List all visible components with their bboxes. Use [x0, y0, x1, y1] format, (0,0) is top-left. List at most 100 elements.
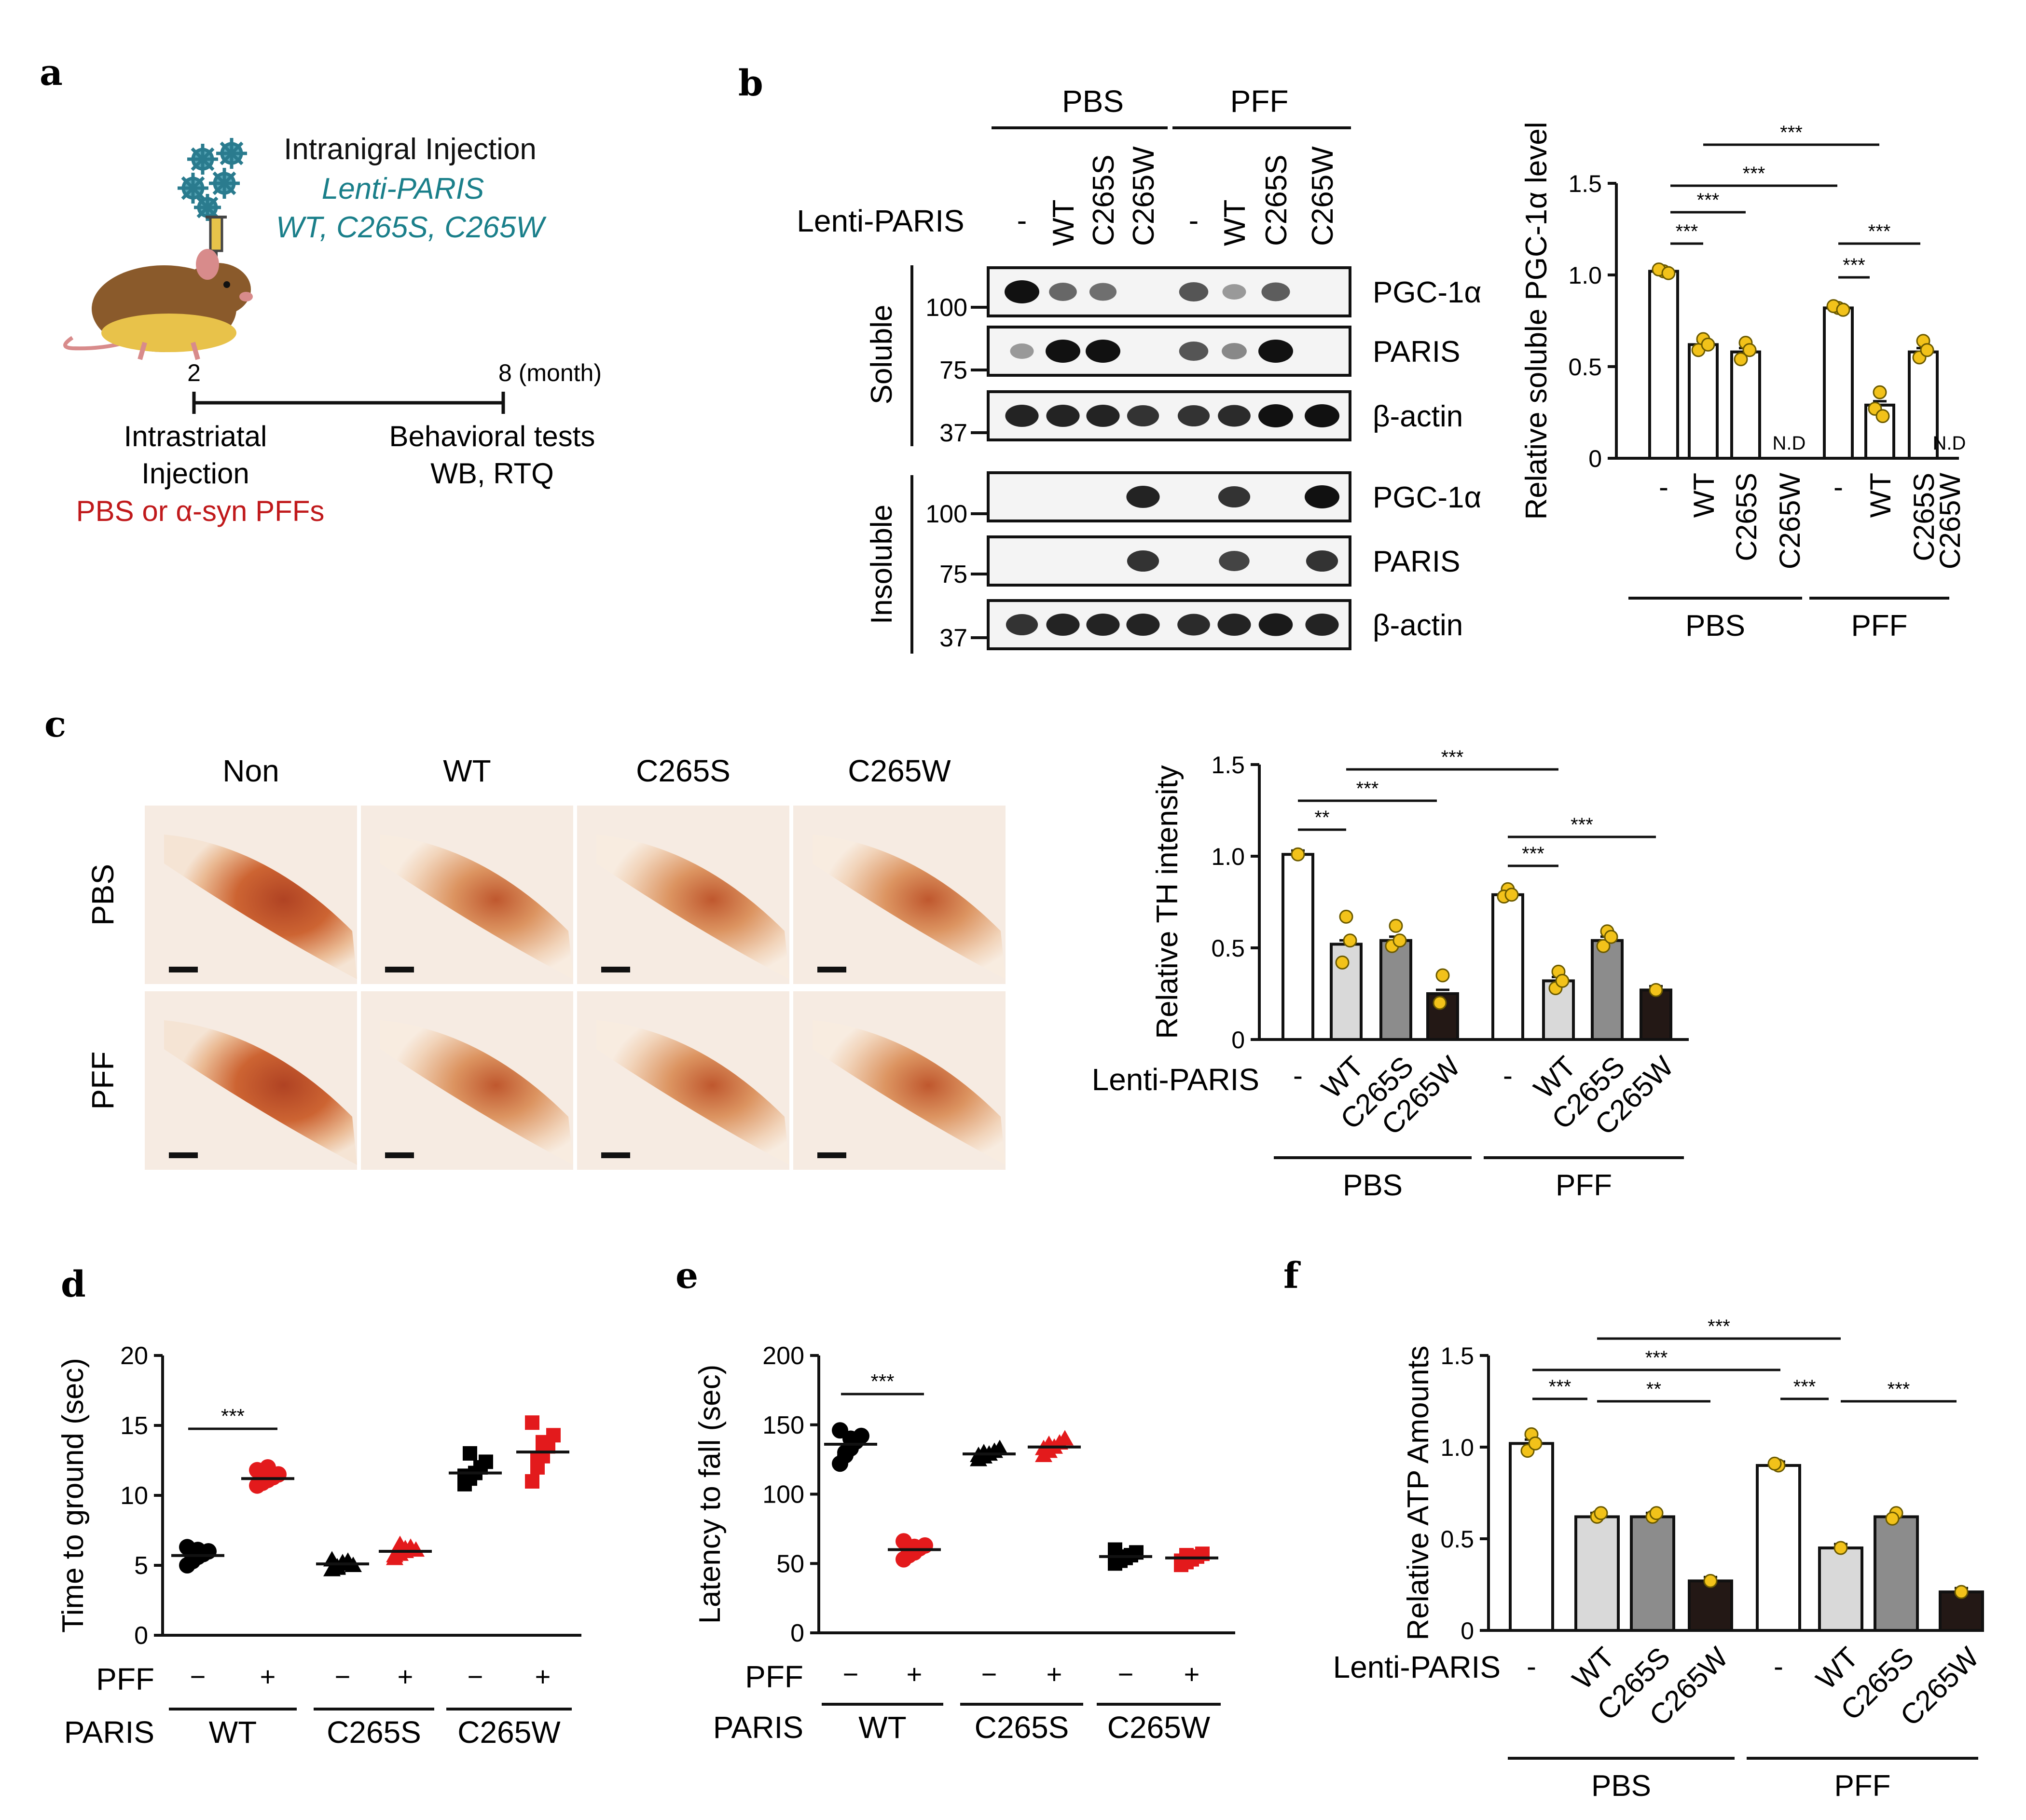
blot-band	[1179, 282, 1209, 301]
data-point	[190, 1542, 206, 1559]
pff-sign: +	[398, 1661, 413, 1692]
blot-protein-label: β-actin	[1373, 400, 1463, 433]
data-point	[1703, 1574, 1718, 1588]
blot-strips: PGC-1α 100 PARIS 75 β-actin 37 PGC-1α 100 PARIS 7…	[925, 266, 1481, 652]
category-label: -	[1774, 1650, 1783, 1683]
mw-marker: 100	[925, 500, 967, 528]
bar	[1818, 1546, 1863, 1632]
data-point	[1873, 385, 1887, 399]
blot-band	[1086, 614, 1120, 636]
row-label-paris: PARIS	[64, 1715, 154, 1750]
significance-label: **	[1314, 807, 1329, 828]
blot-band	[1177, 405, 1210, 426]
blot-band	[1305, 404, 1339, 427]
bar	[1491, 893, 1524, 1041]
data-point	[1335, 955, 1350, 970]
micrograph-column-label: C265S	[636, 753, 730, 788]
pff-sign: +	[260, 1661, 276, 1692]
data-point	[1734, 352, 1748, 367]
blot-band	[1306, 550, 1338, 572]
category-label: -	[1659, 471, 1668, 503]
significance-label: ***	[1868, 221, 1891, 242]
substantia-nigra-stain	[596, 835, 789, 979]
bar	[1756, 1464, 1801, 1632]
y-tick-label: 0.5	[1211, 935, 1245, 962]
data-point	[479, 1454, 493, 1469]
pff-sign: +	[535, 1661, 551, 1692]
y-tick-label: 0	[1588, 445, 1602, 472]
blot-strip	[987, 390, 1351, 441]
bar	[1823, 306, 1854, 460]
bar	[1509, 1442, 1554, 1632]
y-tick-label: 1.0	[1440, 1434, 1474, 1461]
blot-band	[1006, 614, 1038, 635]
data-point	[1604, 930, 1618, 944]
pff-sign: −	[468, 1661, 483, 1692]
blot-band	[1005, 280, 1039, 303]
blot-lane-label: C265W	[1127, 146, 1160, 246]
paris-group-label: WT	[858, 1710, 907, 1745]
data-point	[1392, 933, 1407, 948]
data-point	[1596, 939, 1611, 953]
blot-band	[1049, 283, 1077, 301]
blot-group-pbs: PBS	[1062, 84, 1124, 119]
y-tick-label: 100	[762, 1481, 804, 1509]
blot-protein-label: PARIS	[1373, 545, 1460, 578]
row-label-pff: PFF	[745, 1659, 803, 1694]
data-point	[1920, 343, 1934, 357]
blot-band	[1089, 283, 1117, 301]
chart-b-soluble-pgc1a: 0 0.5 1.0 1.5 Relative soluble PGC-1α level N…	[1520, 122, 1966, 643]
y-tick-label: 0	[790, 1619, 804, 1647]
blot-band	[1218, 405, 1251, 427]
left-label-3: PBS or α-syn PFFs	[76, 495, 325, 527]
pff-sign: +	[1047, 1659, 1062, 1689]
category-label: WT	[1688, 473, 1720, 518]
y-axis-label: Time to ground (sec)	[56, 1358, 90, 1633]
substantia-nigra-stain	[596, 1020, 789, 1165]
nd-label: N.D	[1773, 433, 1806, 454]
y-axis-label: Relative ATP Amounts	[1402, 1345, 1435, 1640]
blot-protein-label: PGC-1α	[1373, 481, 1481, 514]
data-point	[386, 1546, 403, 1562]
bar	[1591, 939, 1624, 1041]
data-point	[1339, 909, 1353, 924]
significance-label: ***	[1441, 747, 1464, 768]
blot-band	[1086, 405, 1120, 427]
lenti-paris-label: Lenti-PARIS	[322, 172, 484, 205]
blot-lane-labels: - WT C265S C265W - WT C265S C265W	[1017, 146, 1339, 246]
mw-marker: 75	[939, 356, 967, 384]
data-point	[334, 1554, 351, 1570]
data-point	[1954, 1585, 1969, 1599]
y-tick-label: 20	[120, 1342, 148, 1370]
y-tick-label: 5	[134, 1552, 148, 1580]
pff-sign: −	[1118, 1659, 1134, 1689]
data-point	[1649, 983, 1663, 997]
data-point	[1435, 968, 1450, 983]
substantia-nigra-stain	[813, 1020, 1006, 1165]
data-point	[1836, 302, 1850, 317]
y-tick-label: 0	[1231, 1026, 1245, 1054]
blot-protein-label: β-actin	[1373, 609, 1463, 642]
bar	[1688, 343, 1719, 460]
significance-label: ***	[1697, 190, 1720, 211]
bar	[1874, 1515, 1919, 1632]
blot-band	[1305, 614, 1339, 636]
pff-sign: −	[843, 1659, 859, 1689]
data-point	[1389, 918, 1403, 933]
data-point	[1056, 1430, 1074, 1446]
data-point	[975, 1444, 992, 1460]
blot-band	[1179, 342, 1209, 361]
blot-group-pff: PFF	[1230, 84, 1289, 119]
data-point	[1649, 1506, 1664, 1520]
group-label: PBS	[1591, 1769, 1651, 1803]
category-label: -	[1293, 1059, 1303, 1092]
bar	[1379, 939, 1412, 1041]
data-point	[1504, 888, 1519, 902]
data-point	[260, 1459, 276, 1476]
significance-label: ***	[1843, 255, 1865, 276]
category-label: -	[1527, 1650, 1536, 1683]
blot-lane-label: -	[1189, 204, 1199, 237]
panel-label-f: f	[1283, 1255, 1301, 1297]
micrograph-row-label: PFF	[85, 1052, 120, 1110]
significance-label: ***	[221, 1405, 245, 1427]
